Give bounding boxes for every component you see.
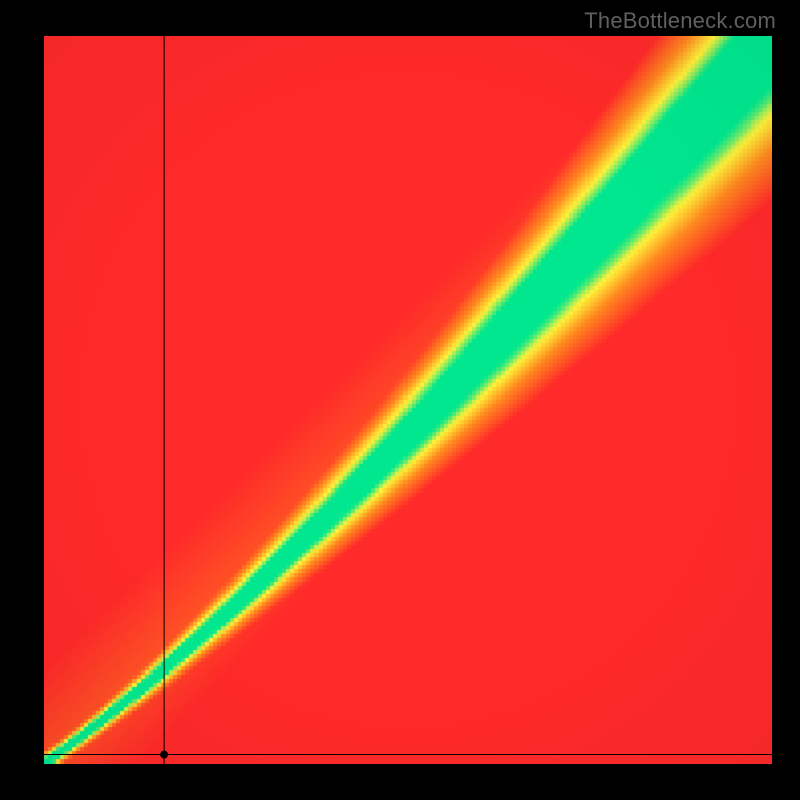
bottleneck-heatmap — [44, 36, 772, 764]
heatmap-canvas — [44, 36, 772, 764]
watermark-text: TheBottleneck.com — [584, 8, 776, 34]
